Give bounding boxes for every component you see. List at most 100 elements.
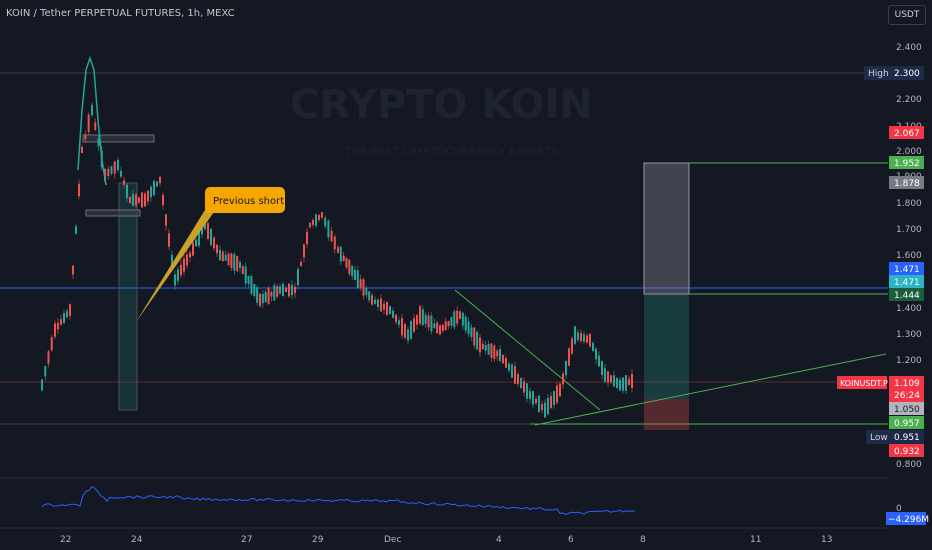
candle-body [129,196,131,204]
candle-body [294,286,296,294]
candle-body [479,337,481,353]
annotation-text: Previous short [213,196,284,207]
candle-body [321,212,323,218]
candle-body [180,264,182,276]
candle-body [168,233,170,247]
position-profit-zone[interactable] [644,294,689,399]
candle-body [362,279,365,296]
candlestick-series [41,102,633,419]
candle-body [156,181,158,187]
position-target-zone[interactable] [643,162,690,295]
descending-trendline[interactable] [454,289,601,411]
candle-body [312,220,314,225]
candle-body [413,318,415,332]
candle-body [359,279,362,288]
candle-body [484,345,487,351]
candle-body [592,343,594,351]
symbol-title[interactable]: KOIN / Tether PERPETUAL FUTURES, 1h, MEX… [6,8,235,19]
candle-body [410,321,412,339]
candle-body [565,360,567,376]
candle-body [493,345,496,359]
candle-body [138,197,140,203]
candle-body [427,315,430,328]
candle-body [496,350,499,357]
candle-body [171,254,173,266]
candle-body [256,287,259,303]
candle-body [529,391,531,399]
candle-body [441,324,444,331]
candle-body [407,329,409,341]
candle-body [69,304,71,316]
candle-body [535,398,537,404]
candle-body [44,366,47,377]
candle-body [356,270,359,288]
candle-body [210,228,212,246]
candle-body [613,375,615,387]
candle-body [63,313,65,323]
candle-body [247,276,250,284]
candle-body [502,354,504,364]
candle-body [279,286,281,294]
candle-body [351,265,354,276]
candle-body [57,322,59,330]
candle-body [598,355,600,367]
candle-body [616,378,618,388]
candle-body [574,326,576,344]
candle-body [84,134,87,140]
candle-body [464,316,467,331]
resistance-zone-mid[interactable] [85,209,141,217]
candle-body [456,310,459,324]
candle-body [141,192,143,208]
candle-body [227,253,230,266]
candle-body [430,315,433,332]
candle-body [303,244,305,258]
candle-body [404,323,406,338]
candle-body [66,310,68,318]
candle-body [339,246,342,262]
candle-body [291,284,293,296]
candle-body [207,223,209,239]
candle-body [526,383,528,399]
candle-body [333,236,336,250]
candle-body [589,333,591,347]
candle-body [117,159,119,171]
candle-body [544,402,546,418]
candle-body [276,286,279,297]
ascending-trendline[interactable] [534,353,887,426]
candle-body [577,331,579,341]
candle-body [511,364,513,378]
candle-body [470,327,473,337]
candle-body [177,269,179,281]
usdt-button[interactable]: USDT [888,5,926,25]
candle-body [459,311,461,319]
candle-body [259,293,261,307]
candle-body [348,259,351,274]
candle-body [473,327,476,346]
candle-body [174,274,176,286]
position-stop-zone[interactable] [644,399,689,430]
candle-body [87,114,90,133]
candle-body [250,276,253,294]
candle-body [72,265,74,275]
candle-body [439,325,441,335]
resistance-zone-top[interactable] [82,134,155,143]
candle-body [147,190,149,202]
previous-short-box[interactable] [118,182,138,411]
candle-body [224,254,227,261]
candle-body [75,226,77,234]
annotation-box[interactable] [205,187,285,213]
candle-body [297,269,299,285]
candle-body [532,391,534,405]
candle-body [550,396,552,408]
candle-body [622,377,624,391]
candle-body [398,320,400,325]
candle-body [204,220,206,230]
candle-body [288,283,290,297]
candle-body [517,374,519,384]
candle-body [110,166,113,174]
candle-body [267,287,270,304]
candle-body [120,170,122,177]
candle-body [401,318,403,336]
candle-body [165,214,167,226]
